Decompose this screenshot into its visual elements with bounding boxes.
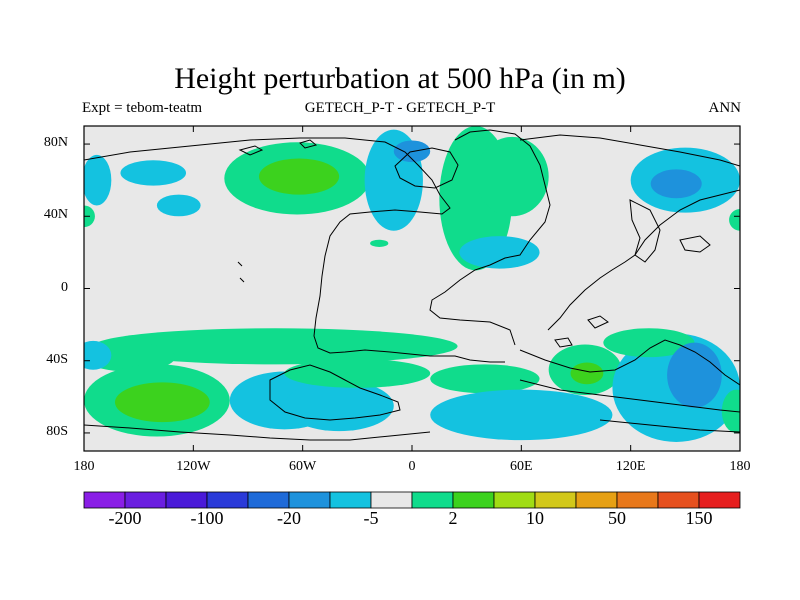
- latitude-tick-label: 80S: [46, 423, 68, 439]
- anomaly-region: [114, 382, 210, 423]
- colorbar-swatch: [247, 491, 290, 509]
- colorbar-label: 150: [685, 508, 713, 528]
- colorbar-swatch: [165, 491, 208, 509]
- latitude-tick-label: 40S: [46, 351, 68, 367]
- anomaly-region: [120, 160, 187, 186]
- anomaly-region: [430, 364, 540, 394]
- anomaly-region: [430, 389, 613, 441]
- coastlines: [84, 129, 740, 441]
- colorbar-swatch: [83, 491, 126, 509]
- colorbar-swatch: [206, 491, 249, 509]
- colorbar-swatch: [329, 491, 372, 509]
- coastline-north-america: [84, 137, 505, 363]
- colorbar-swatch: [370, 491, 413, 509]
- coastline-greenland: [394, 147, 459, 189]
- coastline-antarctic: [84, 419, 740, 441]
- colorbar-label: 50: [608, 508, 626, 528]
- longitude-tick-label: 60W: [289, 459, 317, 474]
- plot-title: Height perturbation at 500 hPa (in m): [174, 62, 626, 95]
- colorbar-swatch: [616, 491, 659, 509]
- colorbar-label: -20: [277, 508, 301, 528]
- anomaly-region: [370, 239, 389, 247]
- anomaly-region: [570, 362, 604, 385]
- anomaly-field: [84, 126, 740, 442]
- anomaly-region: [284, 380, 394, 432]
- season-label: ANN: [708, 100, 742, 116]
- latitude-tick-label: 40N: [43, 207, 68, 223]
- anomaly-region: [603, 328, 695, 358]
- anomaly-region: [459, 236, 540, 269]
- anomaly-region: [84, 154, 112, 206]
- longitude-tick-label: 120W: [176, 459, 211, 474]
- colorbar-label: -200: [108, 508, 142, 528]
- longitude-tick-label: 0: [408, 459, 416, 474]
- anomaly-region: [156, 194, 201, 217]
- coastline-eurasia-west: [429, 129, 551, 346]
- colorbar-swatch: [411, 491, 454, 509]
- longitude-tick-label: 120E: [615, 459, 646, 474]
- experiment-label: Expt = tebom-teatm: [82, 100, 203, 116]
- anomaly-region: [284, 358, 431, 388]
- coastline-islands: [237, 139, 711, 348]
- axis-ticks: [83, 126, 741, 451]
- colorbar-swatch: [657, 491, 700, 509]
- colorbar-swatch: [493, 491, 536, 509]
- anomaly-region: [258, 158, 340, 195]
- colorbar-label: 2: [448, 508, 458, 528]
- coastline-asia: [519, 134, 740, 331]
- anomaly-region: [667, 342, 722, 408]
- anomaly-region: [729, 209, 740, 231]
- longitude-tick-label: 180: [729, 459, 751, 474]
- colorbar: [83, 491, 741, 509]
- colorbar-swatch: [575, 491, 618, 509]
- anomaly-region: [84, 340, 112, 370]
- longitude-tick-label: 180: [73, 459, 95, 474]
- colorbar-label: 10: [526, 508, 544, 528]
- colorbar-swatch: [124, 491, 167, 509]
- colorbar-label: -5: [363, 508, 379, 528]
- colorbar-swatch: [452, 491, 495, 509]
- coastline-southern-continents: [519, 339, 740, 413]
- anomaly-region: [650, 169, 702, 199]
- longitude-tick-label: 60E: [510, 459, 533, 474]
- colorbar-swatch: [698, 491, 741, 509]
- latitude-tick-label: 80N: [43, 135, 68, 151]
- anomaly-region: [93, 328, 458, 365]
- colorbar-swatch: [534, 491, 577, 509]
- anomaly-region: [475, 136, 549, 217]
- model-label: GETECH_P-T - GETECH_P-T: [304, 100, 496, 116]
- colorbar-swatch: [288, 491, 331, 509]
- colorbar-label: -100: [190, 508, 224, 528]
- latitude-tick-label: 0: [61, 279, 68, 295]
- coastline-south-america: [269, 364, 401, 421]
